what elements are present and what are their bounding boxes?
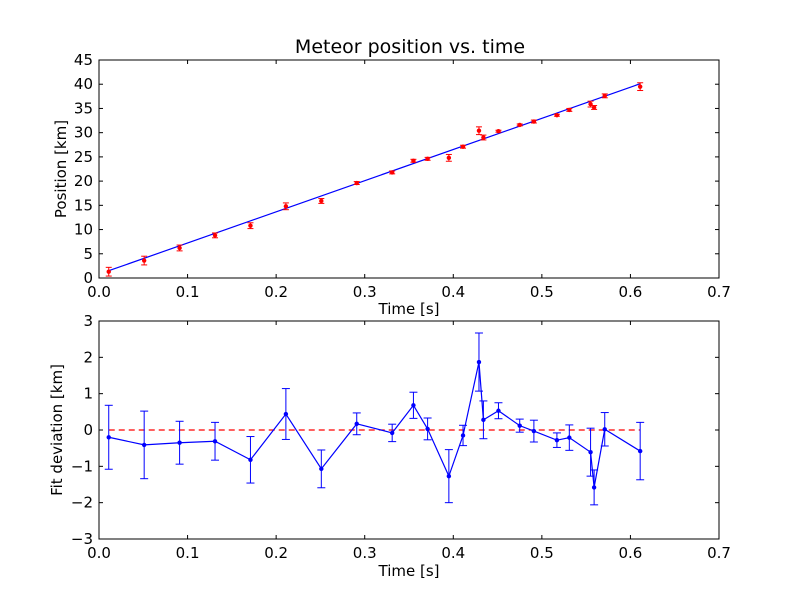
position-data-point [460, 144, 466, 149]
deviation-chart: 0.0 0.1 0.2 0.3 0.4 0.5 0.6 0.7 −3 −2 −1 0 1 2 3 Time … [48, 312, 731, 580]
position-y-tick-label: 15 [74, 196, 93, 214]
deviation-points-layer [104, 332, 645, 506]
deviation-data-point [588, 449, 593, 455]
deviation-data-point [354, 421, 359, 427]
position-y-tick-label: 0 [83, 269, 93, 287]
position-data-point [389, 170, 395, 175]
position-data-point [446, 155, 452, 161]
deviation-data-point [106, 435, 111, 440]
position-y-tick-label: 10 [74, 221, 93, 239]
position-data-point [481, 135, 486, 140]
position-chart-title: Meteor position vs. time [295, 36, 525, 58]
position-data-point [602, 93, 607, 99]
deviation-data-point [177, 440, 182, 445]
position-plot-frame [98, 59, 720, 279]
deviation-x-tick-label: 0.5 [530, 544, 554, 562]
deviation-y-tick-label: −2 [71, 494, 93, 512]
deviation-data-point [476, 359, 482, 365]
position-data-point [177, 245, 182, 251]
deviation-data-point [425, 426, 430, 432]
deviation-data-point [283, 411, 289, 417]
position-y-axis-label: Position [km] [52, 120, 70, 218]
deviation-y-axis-label: Fit deviation [km] [48, 364, 66, 496]
deviation-data-point [411, 403, 416, 408]
position-x-tick-label: 0.2 [264, 283, 288, 301]
deviation-data-point [591, 485, 597, 490]
position-data-point [283, 204, 289, 209]
position-data-point [212, 233, 218, 238]
position-data-point [106, 269, 111, 274]
position-data-point [517, 122, 522, 128]
position-x-tick-label: 0.3 [353, 283, 377, 301]
deviation-data-point [460, 433, 466, 438]
position-y-tick-label: 35 [74, 99, 93, 117]
deviation-data-point [554, 437, 560, 443]
position-x-tick-label: 0.1 [176, 283, 200, 301]
deviation-data-point [496, 408, 501, 413]
position-data-point [354, 180, 359, 186]
deviation-data-point [517, 423, 522, 428]
position-data-point [476, 128, 482, 133]
deviation-data-point [248, 457, 253, 462]
deviation-data-point [602, 427, 607, 432]
deviation-data-point [481, 417, 486, 423]
deviation-series-line [108, 361, 641, 488]
deviation-x-tick-label: 0.6 [618, 544, 642, 562]
deviation-x-axis-label: Time [s] [378, 562, 440, 580]
fit-line-layer [108, 83, 641, 272]
deviation-plot-frame [98, 320, 720, 540]
deviation-y-tick-label: 2 [83, 348, 93, 366]
position-data-point [248, 223, 253, 228]
position-y-tick-label: 30 [74, 124, 93, 142]
deviation-x-tick-label: 0.0 [87, 544, 111, 562]
fit-line [108, 83, 641, 272]
position-x-axis-label: Time [s] [378, 300, 440, 318]
position-x-tick-label: 0.0 [87, 283, 111, 301]
deviation-y-tick-label: −1 [71, 457, 93, 475]
position-x-tick-label: 0.7 [707, 283, 731, 301]
position-y-tick-label: 20 [74, 172, 93, 190]
deviation-x-tick-label: 0.1 [176, 544, 200, 562]
deviation-y-tick-label: −3 [71, 530, 93, 548]
deviation-data-point [141, 442, 147, 448]
position-data-point [567, 107, 572, 113]
position-data-point [141, 258, 147, 263]
position-y-tick-label: 45 [74, 51, 93, 69]
deviation-data-point [319, 466, 324, 472]
position-data-point [496, 129, 501, 134]
position-y-tick-label: 25 [74, 148, 93, 166]
deviation-data-point [531, 428, 537, 434]
deviation-x-tick-label: 0.3 [353, 544, 377, 562]
position-chart: Meteor position vs. time 0.0 0.1 0.2 0.3 0.4… [52, 36, 731, 318]
position-points-layer [105, 82, 644, 277]
deviation-x-tick-label: 0.4 [441, 544, 465, 562]
position-x-tick-label: 0.4 [441, 283, 465, 301]
deviation-y-tick-label: 3 [83, 312, 93, 330]
deviation-data-point [389, 430, 395, 436]
deviation-ticks-layer: 0.0 0.1 0.2 0.3 0.4 0.5 0.6 0.7 −3 −2 −1 0 1 2 3 [71, 312, 731, 562]
deviation-data-point [567, 435, 572, 440]
deviation-x-tick-label: 0.2 [264, 544, 288, 562]
position-data-point [319, 198, 324, 204]
deviation-data-point [446, 473, 452, 479]
position-y-tick-label: 40 [74, 75, 93, 93]
position-data-point [425, 156, 430, 162]
position-y-tick-label: 5 [83, 245, 93, 263]
deviation-data-point [637, 448, 643, 454]
position-data-point [531, 119, 537, 124]
position-data-point [554, 113, 560, 118]
position-x-tick-label: 0.6 [618, 283, 642, 301]
position-data-point [637, 84, 643, 89]
deviation-y-tick-label: 1 [83, 385, 93, 403]
position-data-point [591, 105, 597, 110]
deviation-data-point [212, 439, 218, 444]
position-x-tick-label: 0.5 [530, 283, 554, 301]
deviation-x-tick-label: 0.7 [707, 544, 731, 562]
position-data-point [411, 158, 416, 163]
deviation-y-tick-label: 0 [83, 421, 93, 439]
